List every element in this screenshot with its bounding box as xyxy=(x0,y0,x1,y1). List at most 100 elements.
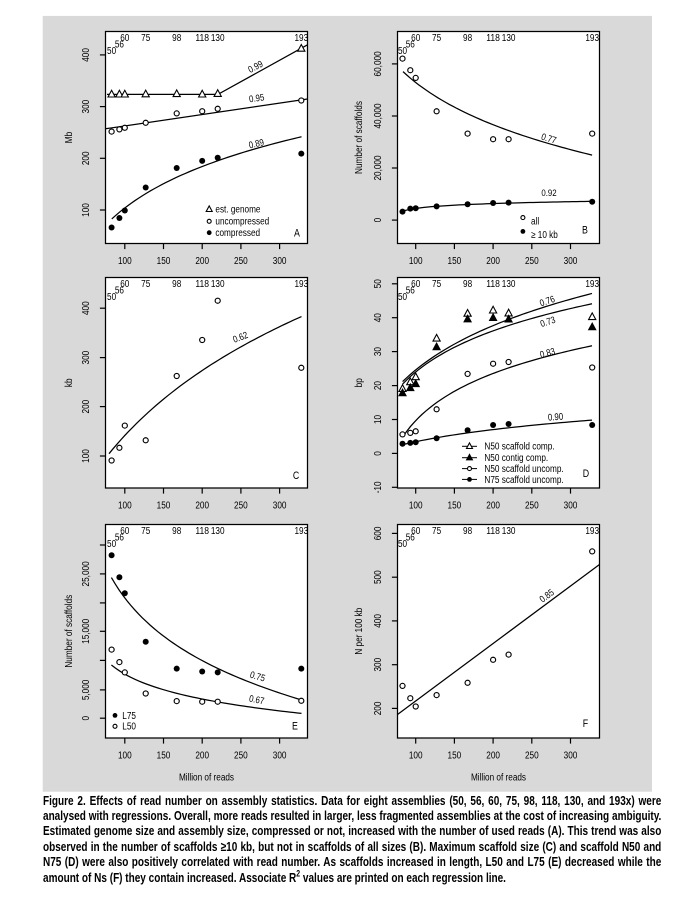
svg-text:20: 20 xyxy=(373,381,384,390)
svg-text:Number of scaffolds: Number of scaffolds xyxy=(354,101,365,174)
svg-text:600: 600 xyxy=(373,526,384,540)
svg-text:300: 300 xyxy=(273,501,287,512)
svg-text:200: 200 xyxy=(486,751,500,762)
svg-text:N50 scaffold uncomp.: N50 scaffold uncomp. xyxy=(484,464,563,475)
svg-text:Mb: Mb xyxy=(64,131,75,143)
svg-text:100: 100 xyxy=(81,203,92,217)
svg-text:250: 250 xyxy=(234,751,248,762)
svg-text:≥ 10 kb: ≥ 10 kb xyxy=(531,230,558,241)
svg-text:0: 0 xyxy=(81,716,92,721)
svg-text:0.76: 0.76 xyxy=(538,294,556,309)
svg-text:50: 50 xyxy=(398,46,407,57)
svg-text:0.92: 0.92 xyxy=(541,188,556,199)
svg-text:150: 150 xyxy=(448,501,462,512)
svg-text:0.73: 0.73 xyxy=(539,315,557,330)
svg-text:400: 400 xyxy=(373,614,384,628)
svg-text:250: 250 xyxy=(525,501,539,512)
svg-text:60: 60 xyxy=(120,33,129,44)
svg-text:193: 193 xyxy=(294,526,308,537)
svg-text:5,000: 5,000 xyxy=(81,679,92,700)
svg-text:40,000: 40,000 xyxy=(373,103,384,128)
svg-text:98: 98 xyxy=(172,526,181,537)
svg-text:75: 75 xyxy=(141,279,150,290)
svg-text:98: 98 xyxy=(172,279,181,290)
svg-text:N per 100 kb: N per 100 kb xyxy=(354,607,365,654)
svg-text:118: 118 xyxy=(486,33,500,44)
svg-text:N50 scaffold comp.: N50 scaffold comp. xyxy=(484,442,554,453)
svg-text:bp: bp xyxy=(354,378,365,387)
svg-text:F: F xyxy=(583,718,589,730)
svg-text:250: 250 xyxy=(525,256,539,267)
svg-text:100: 100 xyxy=(81,449,92,463)
svg-text:150: 150 xyxy=(157,501,171,512)
svg-text:75: 75 xyxy=(141,526,150,537)
svg-text:193: 193 xyxy=(585,526,599,537)
svg-text:50: 50 xyxy=(398,539,407,550)
svg-text:193: 193 xyxy=(294,279,308,290)
svg-text:0.62: 0.62 xyxy=(231,330,249,346)
svg-text:kb: kb xyxy=(64,378,75,387)
svg-text:200: 200 xyxy=(81,399,92,413)
svg-text:C: C xyxy=(293,470,300,482)
svg-text:130: 130 xyxy=(211,279,225,290)
svg-text:250: 250 xyxy=(234,501,248,512)
svg-text:25,000: 25,000 xyxy=(81,561,92,586)
svg-text:60,000: 60,000 xyxy=(373,51,384,76)
svg-text:compressed: compressed xyxy=(215,228,260,239)
svg-text:E: E xyxy=(292,721,298,733)
svg-text:15,000: 15,000 xyxy=(81,618,92,643)
svg-text:98: 98 xyxy=(172,33,181,44)
svg-text:100: 100 xyxy=(118,501,132,512)
svg-text:300: 300 xyxy=(81,350,92,364)
svg-text:Number of scaffolds: Number of scaffolds xyxy=(64,595,75,668)
svg-text:118: 118 xyxy=(195,279,209,290)
svg-text:56: 56 xyxy=(115,533,124,544)
svg-text:300: 300 xyxy=(564,751,578,762)
svg-text:60: 60 xyxy=(411,526,420,537)
svg-text:30: 30 xyxy=(373,347,384,356)
svg-text:60: 60 xyxy=(411,279,420,290)
svg-text:300: 300 xyxy=(273,751,287,762)
svg-text:75: 75 xyxy=(432,33,441,44)
svg-text:B: B xyxy=(582,224,588,236)
svg-text:200: 200 xyxy=(486,501,500,512)
svg-text:N50 contig comp.: N50 contig comp. xyxy=(484,453,548,464)
svg-text:193: 193 xyxy=(294,33,308,44)
svg-text:150: 150 xyxy=(157,256,171,267)
svg-text:0.75: 0.75 xyxy=(249,670,267,685)
svg-text:100: 100 xyxy=(409,501,423,512)
svg-text:150: 150 xyxy=(157,751,171,762)
svg-text:118: 118 xyxy=(195,526,209,537)
svg-text:L50: L50 xyxy=(122,722,136,733)
svg-text:N75 scaffold uncomp.: N75 scaffold uncomp. xyxy=(484,475,563,486)
svg-text:50: 50 xyxy=(373,279,384,288)
svg-text:56: 56 xyxy=(406,533,415,544)
svg-text:56: 56 xyxy=(406,40,415,51)
svg-text:193: 193 xyxy=(585,279,599,290)
svg-text:118: 118 xyxy=(486,279,500,290)
svg-text:0.89: 0.89 xyxy=(248,137,265,151)
svg-text:193: 193 xyxy=(585,33,599,44)
svg-text:100: 100 xyxy=(409,751,423,762)
svg-text:118: 118 xyxy=(486,526,500,537)
svg-text:300: 300 xyxy=(564,256,578,267)
svg-text:60: 60 xyxy=(120,526,129,537)
svg-text:300: 300 xyxy=(81,99,92,113)
svg-text:200: 200 xyxy=(195,751,209,762)
svg-text:250: 250 xyxy=(525,751,539,762)
svg-text:75: 75 xyxy=(141,33,150,44)
svg-text:400: 400 xyxy=(81,301,92,315)
svg-text:est. genome: est. genome xyxy=(215,205,260,216)
svg-text:Million of reads: Million of reads xyxy=(471,772,526,783)
svg-text:200: 200 xyxy=(195,501,209,512)
svg-text:130: 130 xyxy=(502,33,516,44)
svg-text:118: 118 xyxy=(195,33,209,44)
svg-text:10: 10 xyxy=(373,415,384,424)
svg-text:20,000: 20,000 xyxy=(373,155,384,180)
svg-text:200: 200 xyxy=(486,256,500,267)
svg-text:50: 50 xyxy=(107,46,116,57)
svg-text:98: 98 xyxy=(463,33,472,44)
svg-text:100: 100 xyxy=(118,751,132,762)
svg-text:uncompressed: uncompressed xyxy=(215,217,269,228)
svg-text:500: 500 xyxy=(373,570,384,584)
